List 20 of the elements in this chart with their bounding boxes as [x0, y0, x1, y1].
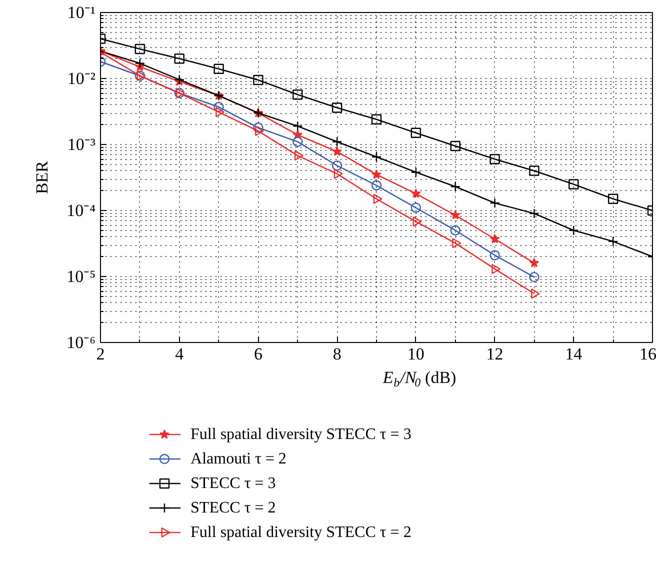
x-tick-label: 14	[565, 344, 583, 364]
x-tick-label: 10	[407, 344, 424, 364]
y-tick-label: 10⁻⁶	[66, 333, 96, 352]
legend-label: Full spatial diversity STECC τ = 3	[190, 426, 412, 443]
x-tick-label: 12	[486, 344, 504, 364]
legend-label: STECC τ = 2	[190, 500, 276, 516]
y-tick-label: 10⁻²	[67, 69, 96, 88]
x-tick-label: 6	[254, 344, 262, 364]
y-tick-label: 10⁻⁴	[66, 201, 96, 220]
y-tick-label: 10⁻⁵	[66, 267, 96, 286]
x-tick-label: 4	[175, 344, 184, 364]
x-tick-label: 2	[96, 344, 105, 364]
x-tick-label: 16	[640, 344, 656, 364]
legend-label: Full spatial diversity STECC τ = 2	[190, 524, 412, 541]
y-tick-label: 10⁻¹	[67, 3, 96, 22]
legend-label: STECC τ = 3	[190, 475, 276, 492]
legend-label: Alamouti τ = 2	[190, 450, 286, 468]
y-tick-label: 10⁻³	[67, 135, 96, 154]
y-axis-title: BER	[32, 160, 52, 194]
x-tick-label: 8	[332, 344, 342, 364]
